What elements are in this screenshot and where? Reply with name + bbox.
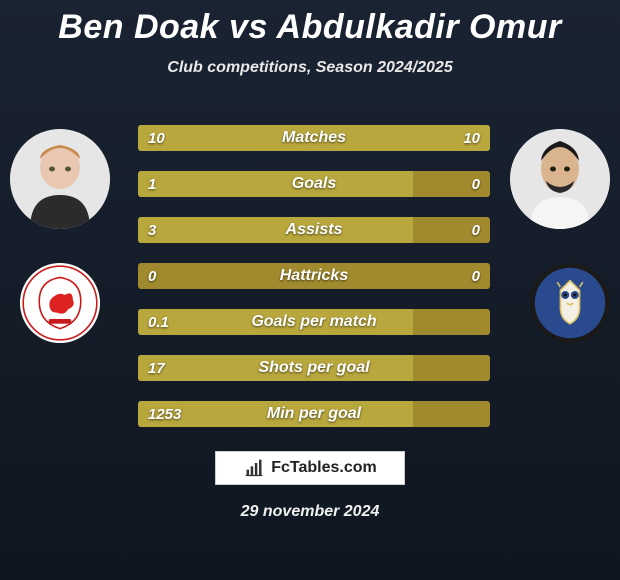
stat-row: 30Assists <box>138 217 490 243</box>
comparison-chart: 1010Matches 10Goals 30Assists 00Hattricks 0.… <box>0 107 620 437</box>
stat-label: Hattricks <box>138 263 490 289</box>
subtitle: Club competitions, Season 2024/2025 <box>0 59 620 77</box>
stat-row: 1253Min per goal <box>138 401 490 427</box>
chart-icon <box>243 458 265 478</box>
stat-bars: 1010Matches 10Goals 30Assists 00Hattricks 0.… <box>138 125 490 447</box>
stat-label: Shots per goal <box>138 355 490 381</box>
stat-row: 0.1Goals per match <box>138 309 490 335</box>
stat-label: Assists <box>138 217 490 243</box>
player-left-avatar <box>10 129 110 229</box>
player-right-avatar <box>510 129 610 229</box>
stat-label: Goals per match <box>138 309 490 335</box>
stat-row: 1010Matches <box>138 125 490 151</box>
page-title: Ben Doak vs Abdulkadir Omur <box>0 0 620 47</box>
stat-label: Goals <box>138 171 490 197</box>
stat-label: Min per goal <box>138 401 490 427</box>
stat-row: 17Shots per goal <box>138 355 490 381</box>
club-right-badge <box>530 263 610 343</box>
stat-row: 10Goals <box>138 171 490 197</box>
stat-label: Matches <box>138 125 490 151</box>
stat-row: 00Hattricks <box>138 263 490 289</box>
branding-badge[interactable]: FcTables.com <box>215 451 405 485</box>
club-left-badge <box>20 263 100 343</box>
snapshot-date: 29 november 2024 <box>0 503 620 521</box>
branding-text: FcTables.com <box>271 459 377 477</box>
